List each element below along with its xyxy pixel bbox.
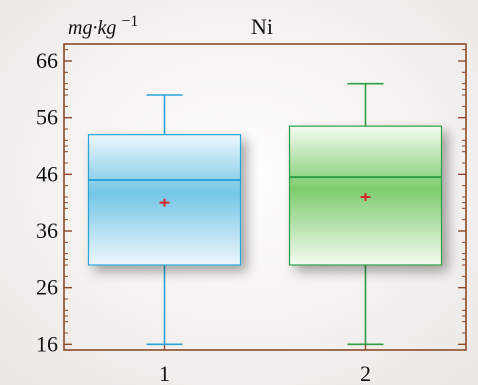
y-tick-label: 56 — [36, 105, 58, 130]
y-tick-label: 46 — [36, 161, 58, 186]
y-tick-label: 16 — [36, 331, 58, 356]
y-tick-label: 66 — [36, 48, 58, 73]
y-axis-unit-exponent: −1 — [121, 13, 138, 30]
box-group-1 — [87, 94, 242, 346]
x-tick-label: 2 — [360, 361, 371, 385]
chart-title: Ni — [251, 14, 273, 39]
boxes-layer — [87, 82, 443, 346]
y-tick-label: 26 — [36, 275, 58, 300]
y-axis: 16 26 36 46 56 66 — [36, 48, 466, 356]
y-axis-unit-label: mg·kg −1 — [68, 13, 138, 39]
box-group-2 — [288, 82, 443, 346]
x-tick-label: 1 — [159, 361, 170, 385]
y-tick-label: 36 — [36, 218, 58, 243]
